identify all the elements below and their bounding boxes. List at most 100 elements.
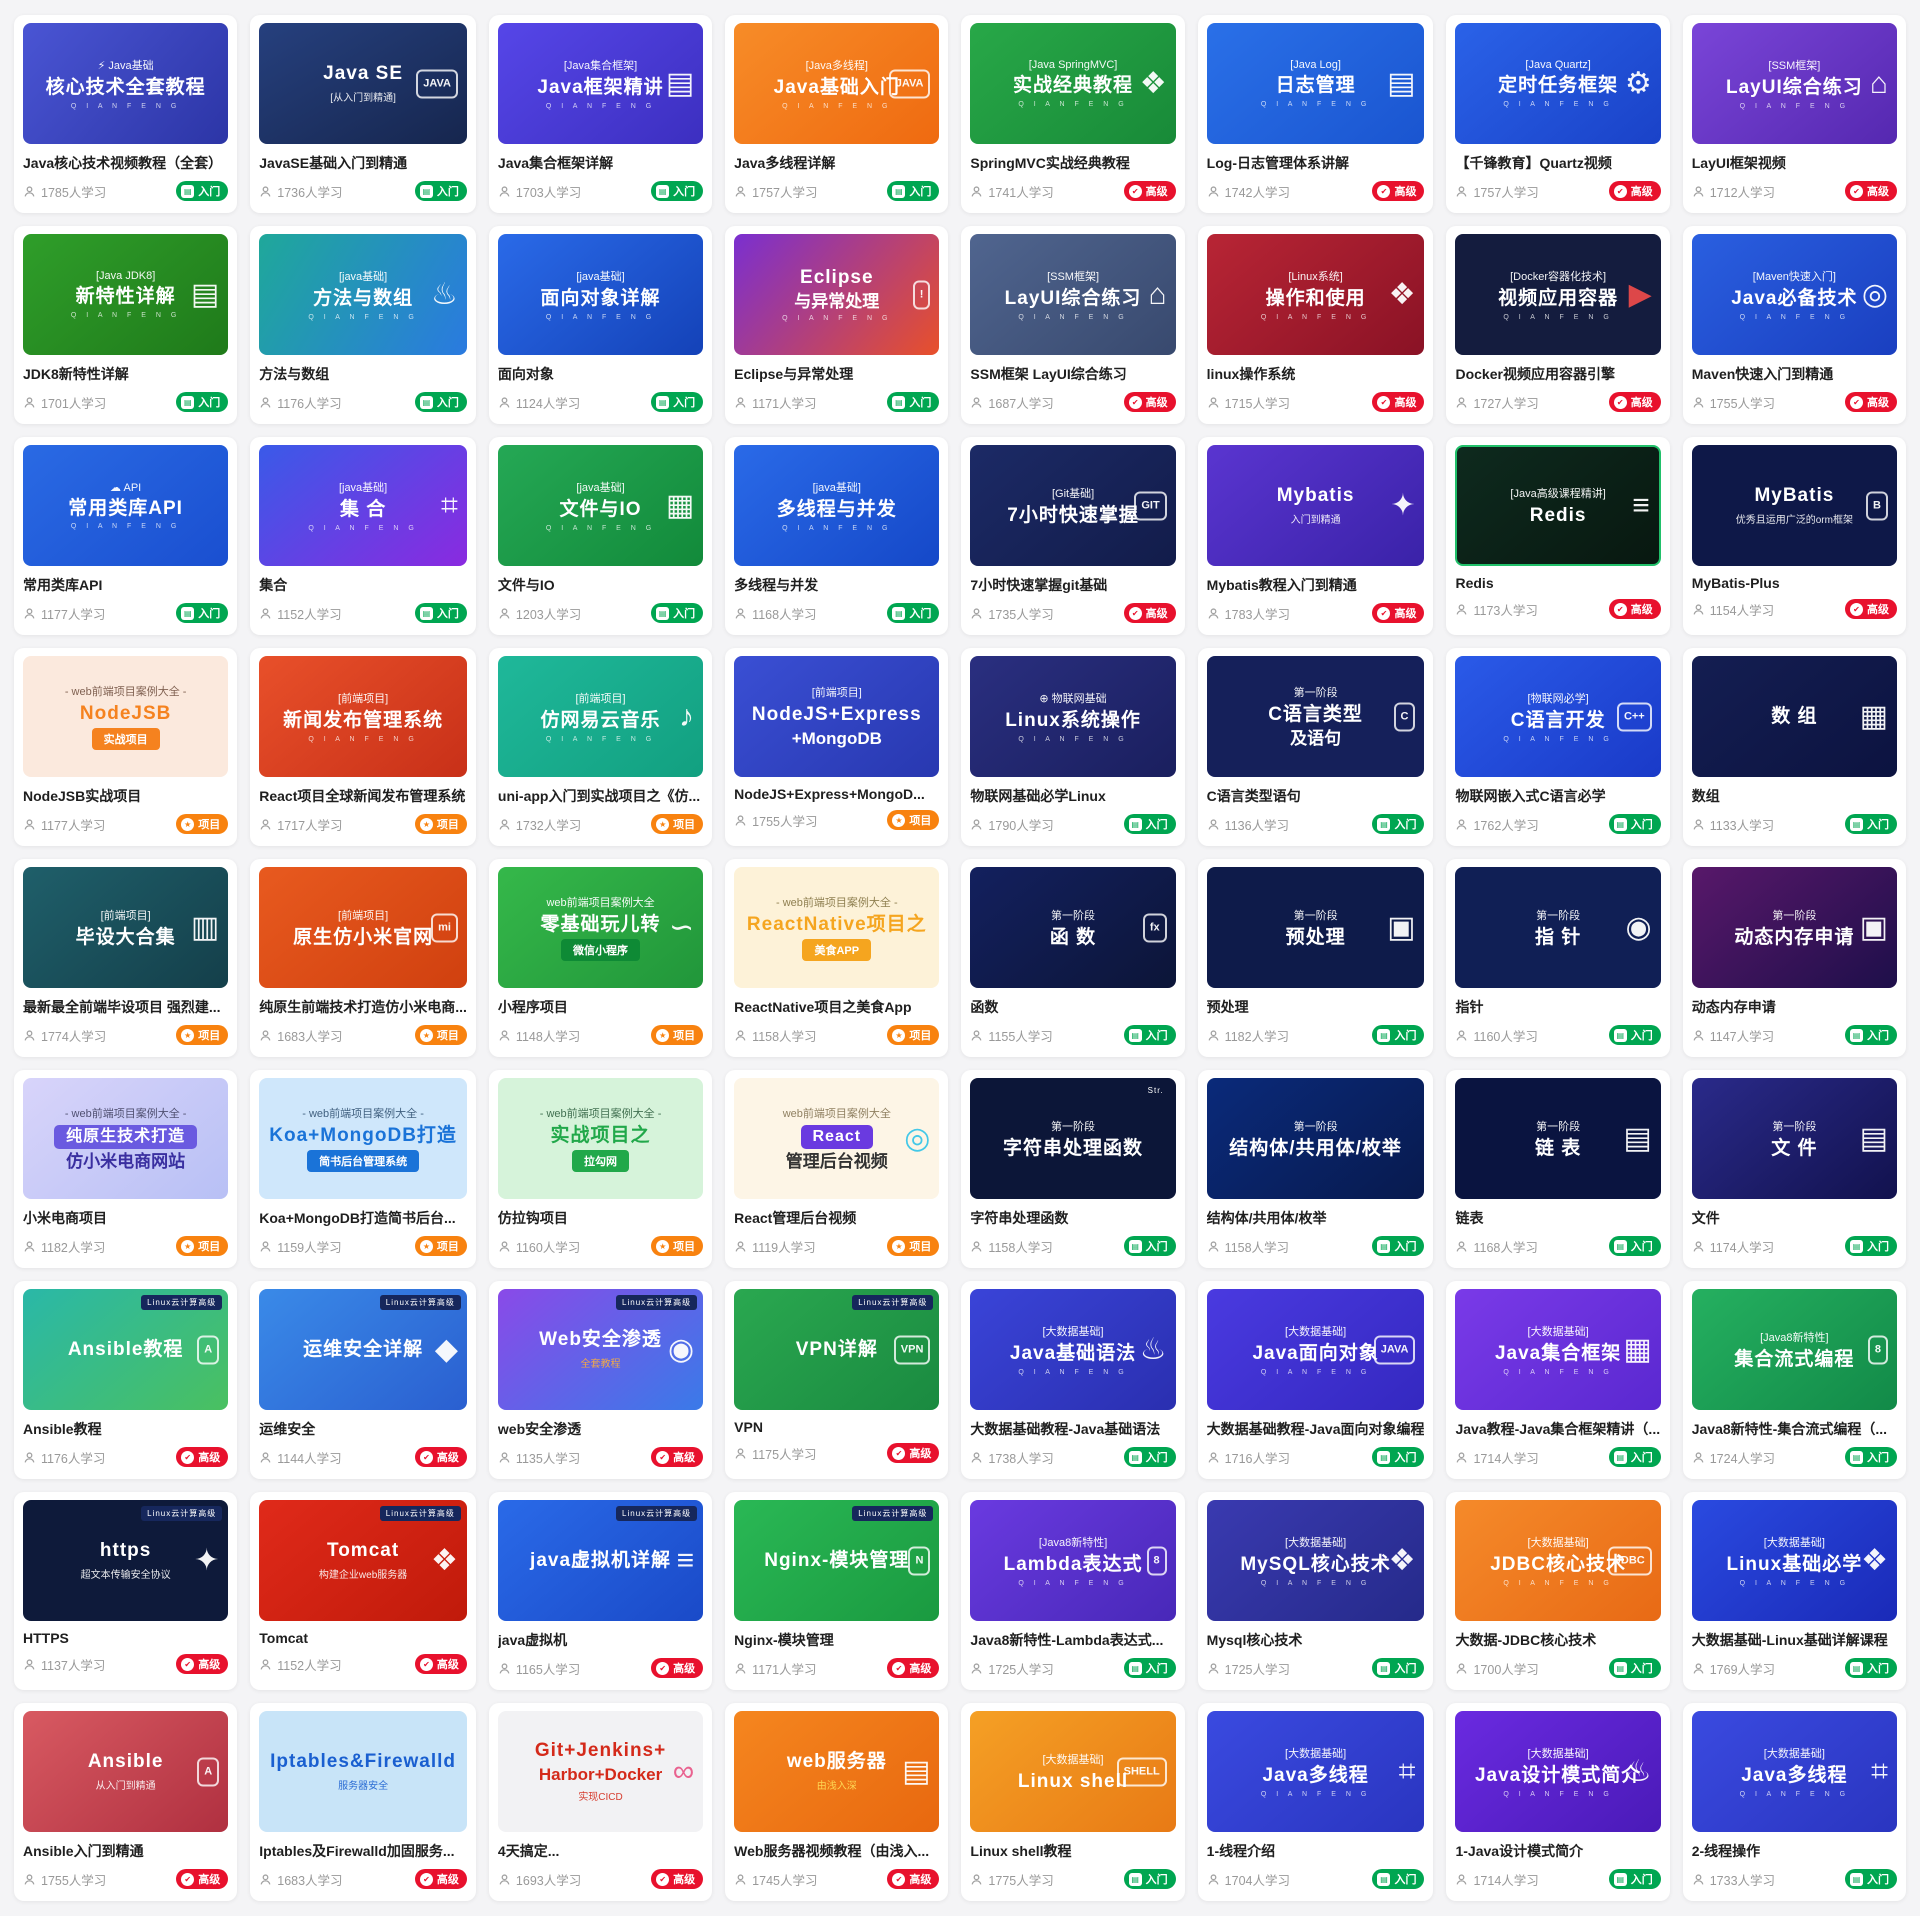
course-thumbnail: [大数据基础] Java面向对象 Q I A N F E N G JAVA (1206, 1289, 1425, 1410)
course-thumbnail: [java基础] 面向对象详解 Q I A N F E N G (497, 234, 704, 355)
course-card-33[interactable]: [前端项目] 毕设大合集 ▥ 最新最全前端毕设项目 强烈建... 1774人学习… (14, 859, 238, 1057)
level-badge-label: 高级 (436, 1874, 459, 1886)
course-card-28[interactable]: [前端项目] NodeJS+Express +MongoDB NodeJS+Ex… (725, 648, 949, 846)
thumb-title: 动态内存申请 (1734, 926, 1855, 948)
course-card-31[interactable]: [物联网必学] C语言开发 Q I A N F E N G C++ 物联网嵌入式… (1446, 648, 1670, 846)
student-count: 1176人学习 (23, 1448, 105, 1467)
course-card-20[interactable]: [java基础] 多线程与并发 Q I A N F E N G 多线程与并发 1… (725, 437, 949, 635)
course-card-40[interactable]: 第一阶段 动态内存申请 ▣ 动态内存申请 1147人学习 ▤ 入门 (1682, 859, 1906, 1057)
course-card-3[interactable]: [Java集合框架] Java框架精讲 Q I A N F E N G ▤ Ja… (488, 15, 713, 213)
person-icon (971, 1662, 982, 1674)
course-card-69[interactable]: [大数据基础] Linux shell SHELL Linux shell教程 … (961, 1703, 1185, 1901)
course-card-17[interactable]: ☁ API 常用类库API Q I A N F E N G 常用类库API 11… (14, 437, 238, 635)
course-card-2[interactable]: Java SE [从入门到精通] JAVA JavaSE基础入门到精通 1736… (250, 15, 476, 213)
thumb-tag: [前端项目] (338, 909, 389, 922)
level-badge: ▤ 入门 (1845, 1025, 1897, 1045)
course-card-59[interactable]: Linux云计算高级 java虚拟机详解 ≡ java虚拟机 1165人学习 ✔… (488, 1492, 713, 1690)
course-thumbnail: [java基础] 多线程与并发 Q I A N F E N G (734, 445, 940, 566)
course-card-11[interactable]: [java基础] 面向对象详解 Q I A N F E N G 面向对象 112… (488, 226, 713, 424)
level-badge-icon: ★ (181, 1028, 195, 1042)
course-card-49[interactable]: Linux云计算高级 Ansible教程 A Ansible教程 1176人学习… (14, 1281, 238, 1479)
course-card-32[interactable]: 数 组 ▦ 数组 1133人学习 ▤ 入门 (1682, 648, 1906, 846)
course-card-26[interactable]: [前端项目] 新闻发布管理系统 Q I A N F E N G React项目全… (250, 648, 476, 846)
course-card-64[interactable]: [大数据基础] Linux基础必学 Q I A N F E N G ❖ 大数据基… (1682, 1492, 1906, 1690)
course-thumbnail: Linux云计算高级 Web安全渗透 全套教程 ◉ (497, 1289, 704, 1410)
course-card-19[interactable]: [java基础] 文件与IO Q I A N F E N G ▦ 文件与IO 1… (488, 437, 713, 635)
course-card-67[interactable]: Git+Jenkins+ Harbor+Docker 实现CICD ∞ 4天搞定… (488, 1703, 713, 1901)
course-card-25[interactable]: - web前端项目案例大全 - NodeJSB 实战项目 NodeJSB实战项目… (14, 648, 238, 846)
course-card-54[interactable]: [大数据基础] Java面向对象 Q I A N F E N G JAVA 大数… (1197, 1281, 1434, 1479)
course-card-9[interactable]: [Java JDK8] 新特性详解 Q I A N F E N G ▤ JDK8… (14, 226, 238, 424)
course-card-12[interactable]: Eclipse 与异常处理 Q I A N F E N G ! Eclipse与… (725, 226, 949, 424)
course-card-56[interactable]: [Java8新特性] 集合流式编程 8 Java8新特性-集合流式编程（... … (1682, 1281, 1906, 1479)
course-card-53[interactable]: [大数据基础] Java基础语法 Q I A N F E N G ♨ 大数据基础… (961, 1281, 1185, 1479)
course-card-71[interactable]: [大数据基础] Java设计模式简介 Q I A N F E N G ♨ 1-J… (1446, 1703, 1670, 1901)
level-badge-icon: ▤ (419, 395, 433, 409)
course-card-39[interactable]: 第一阶段 指 针 ◉ 指针 1160人学习 ▤ 入门 (1446, 859, 1670, 1057)
course-card-30[interactable]: 第一阶段 C语言类型 及语句 C C语言类型语句 1136人学习 ▤ 入门 (1197, 648, 1434, 846)
course-card-4[interactable]: [Java多线程] Java基础入门 Q I A N F E N G JAVA … (725, 15, 949, 213)
course-card-60[interactable]: Linux云计算高级 Nginx-模块管理 N Nginx-模块管理 1171人… (725, 1492, 949, 1690)
course-card-10[interactable]: [java基础] 方法与数组 Q I A N F E N G ♨ 方法与数组 1… (250, 226, 476, 424)
course-card-50[interactable]: Linux云计算高级 运维安全详解 ◆ 运维安全 1144人学习 ✔ 高级 (250, 1281, 476, 1479)
course-card-42[interactable]: - web前端项目案例大全 - Koa+MongoDB打造 简书后台管理系统 K… (250, 1070, 476, 1268)
course-card-62[interactable]: [大数据基础] MySQL核心技术 Q I A N F E N G ❖ Mysq… (1197, 1492, 1434, 1690)
course-card-5[interactable]: [Java SpringMVC] 实战经典教程 Q I A N F E N G … (961, 15, 1185, 213)
level-badge-icon: ▤ (1377, 1450, 1391, 1464)
course-card-7[interactable]: [Java Quartz] 定时任务框架 Q I A N F E N G ⚙ 【… (1446, 15, 1670, 213)
course-card-41[interactable]: - web前端项目案例大全 - 纯原生技术打造 仿小米电商网站 小米电商项目 1… (14, 1070, 238, 1268)
course-card-14[interactable]: [Linux系统] 操作和使用 Q I A N F E N G ❖ linux操… (1197, 226, 1434, 424)
course-card-35[interactable]: web前端项目案例大全 零基础玩儿转 微信小程序 ∽ 小程序项目 1148人学习… (488, 859, 713, 1057)
course-card-1[interactable]: ⚡ Java基础 核心技术全套教程 Q I A N F E N G Java核心… (14, 15, 238, 213)
course-card-27[interactable]: [前端项目] 仿网易云音乐 Q I A N F E N G ♪ uni-app入… (488, 648, 713, 846)
course-meta: 1133人学习 ▤ 入门 (1692, 814, 1897, 834)
level-badge-icon: ✔ (656, 1661, 670, 1675)
course-card-29[interactable]: ⊕ 物联网基础 Linux系统操作 Q I A N F E N G 物联网基础必… (961, 648, 1185, 846)
course-card-43[interactable]: - web前端项目案例大全 - 实战项目之 拉勾网 仿拉钩项目 1160人学习 … (488, 1070, 713, 1268)
course-card-52[interactable]: Linux云计算高级 VPN详解 VPN VPN 1175人学习 ✔ 高级 (725, 1281, 949, 1479)
student-count-text: 1160人学习 (1473, 1029, 1538, 1044)
course-card-36[interactable]: - web前端项目案例大全 - ReactNative项目之 美食APP Rea… (725, 859, 949, 1057)
course-card-51[interactable]: Linux云计算高级 Web安全渗透 全套教程 ◉ web安全渗透 1135人学… (488, 1281, 713, 1479)
course-card-38[interactable]: 第一阶段 预处理 ▣ 预处理 1182人学习 ▤ 入门 (1197, 859, 1434, 1057)
course-meta: 1693人学习 ✔ 高级 (498, 1869, 704, 1889)
course-thumbnail: [SSM框架] LayUI综合练习 Q I A N F E N G ⌂ (970, 234, 1176, 355)
course-card-16[interactable]: [Maven快速入门] Java必备技术 Q I A N F E N G ◎ M… (1682, 226, 1906, 424)
course-card-70[interactable]: [大数据基础] Java多线程 Q I A N F E N G ⌗ 1-线程介绍… (1197, 1703, 1434, 1901)
course-card-57[interactable]: Linux云计算高级 https 超文本传输安全协议 ✦ HTTPS 1137人… (14, 1492, 238, 1690)
course-card-6[interactable]: [Java Log] 日志管理 Q I A N F E N G ▤ Log-日志… (1197, 15, 1434, 213)
student-count-text: 1742人学习 (1224, 185, 1290, 200)
course-card-24[interactable]: MyBatis 优秀且运用广泛的orm框架 B MyBatis-Plus 115… (1682, 437, 1906, 635)
course-card-21[interactable]: [Git基础] 7小时快速掌握 GIT 7小时快速掌握git基础 1735人学习… (961, 437, 1185, 635)
course-card-58[interactable]: Linux云计算高级 Tomcat 构建企业web服务器 ❖ Tomcat 11… (250, 1492, 476, 1690)
course-card-8[interactable]: [SSM框架] LayUI综合练习 Q I A N F E N G ⌂ LayU… (1682, 15, 1906, 213)
course-meta: 1147人学习 ▤ 入门 (1692, 1025, 1897, 1045)
thumb-title: 仿网易云音乐 (540, 710, 661, 732)
course-card-48[interactable]: 第一阶段 文 件 ▤ 文件 1174人学习 ▤ 入门 (1682, 1070, 1906, 1268)
person-icon (24, 1873, 35, 1885)
course-card-34[interactable]: [前端项目] 原生仿小米官网 mi 纯原生前端技术打造仿小米电商... 1683… (250, 859, 476, 1057)
course-card-44[interactable]: web前端项目案例大全 React 管理后台视频 ◎ React管理后台视频 1… (725, 1070, 949, 1268)
course-card-13[interactable]: [SSM框架] LayUI综合练习 Q I A N F E N G ⌂ SSM框… (961, 226, 1185, 424)
thumb-title-line2: 管理后台视频 (785, 1152, 888, 1172)
course-card-23[interactable]: [Java高级课程精讲] Redis ≡ Redis 1173人学习 ✔ 高级 (1446, 437, 1670, 635)
course-card-18[interactable]: [java基础] 集 合 Q I A N F E N G ⌗ 集合 1152人学… (250, 437, 476, 635)
course-card-37[interactable]: 第一阶段 函 数 fx 函数 1155人学习 ▤ 入门 (961, 859, 1185, 1057)
course-card-45[interactable]: Str. 第一阶段 字符串处理函数 字符串处理函数 1158人学习 ▤ 入门 (961, 1070, 1185, 1268)
course-card-47[interactable]: 第一阶段 链 表 ▤ 链表 1168人学习 ▤ 入门 (1446, 1070, 1670, 1268)
course-card-46[interactable]: 第一阶段 结构体/共用体/枚举 结构体/共用体/枚举 1158人学习 ▤ 入门 (1197, 1070, 1434, 1268)
course-card-72[interactable]: [大数据基础] Java多线程 Q I A N F E N G ⌗ 2-线程操作… (1682, 1703, 1906, 1901)
course-card-68[interactable]: web服务器 由浅入深 ▤ Web服务器视频教程（由浅入... 1745人学习 … (725, 1703, 949, 1901)
level-badge-icon: ★ (656, 1239, 670, 1253)
course-card-15[interactable]: [Docker容器化技术] 视频应用容器 Q I A N F E N G ▶ D… (1446, 226, 1670, 424)
course-card-55[interactable]: [大数据基础] Java集合框架 Q I A N F E N G ▦ Java教… (1446, 1281, 1670, 1479)
course-card-63[interactable]: [大数据基础] JDBC核心技术 Q I A N F E N G JDBC 大数… (1446, 1492, 1670, 1690)
course-card-66[interactable]: Iptables&Firewalld 服务器安全 Iptables及Firewa… (250, 1703, 476, 1901)
course-card-22[interactable]: Mybatis 入门到精通 ✦ Mybatis教程入门到精通 1783人学习 ✔… (1197, 437, 1434, 635)
course-card-61[interactable]: [Java8新特性] Lambda表达式 Q I A N F E N G 8 J… (961, 1492, 1185, 1690)
course-card-65[interactable]: Ansible 从入门到精通 A Ansible入门到精通 1755人学习 ✔ … (14, 1703, 238, 1901)
thumb-tag: [大数据基础] (1042, 1326, 1104, 1339)
level-badge-label: 项目 (909, 815, 932, 827)
thumb-tag: - web前端项目案例大全 - (539, 1107, 662, 1120)
level-badge-icon: ✔ (1850, 184, 1863, 198)
